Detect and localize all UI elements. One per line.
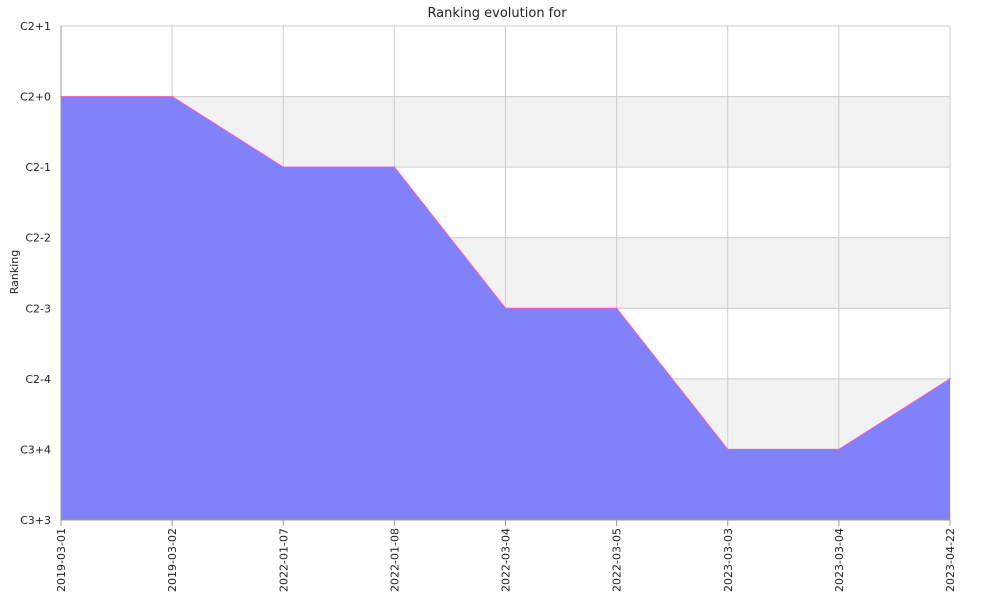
x-tick-label: 2023-03-04 bbox=[833, 528, 846, 592]
data-point bbox=[282, 166, 285, 168]
axes bbox=[60, 26, 951, 526]
y-tick-label: C2-1 bbox=[25, 161, 51, 174]
x-tick-label: 2023-04-22 bbox=[944, 528, 957, 592]
data-point bbox=[504, 307, 507, 310]
x-tick-label: 2019-03-02 bbox=[166, 528, 179, 592]
x-tick-labels: 2019-03-01 2019-03-02 2022-01-07 2022-01-08… bbox=[55, 528, 957, 592]
data-point bbox=[615, 307, 618, 310]
y-axis-label: Ranking bbox=[8, 250, 21, 295]
x-tick-label: 2023-03-03 bbox=[722, 528, 735, 592]
y-tick-label: C2+1 bbox=[20, 20, 51, 33]
data-point bbox=[838, 448, 840, 451]
data-point bbox=[726, 448, 729, 451]
x-tick-label: 2022-01-08 bbox=[388, 528, 401, 592]
data-point bbox=[393, 166, 396, 168]
y-tick-label: C2-3 bbox=[25, 302, 51, 315]
chart-title: Ranking evolution for bbox=[427, 6, 567, 21]
y-tick-label: C3+3 bbox=[20, 514, 51, 527]
y-tick-label: C2-4 bbox=[25, 373, 51, 386]
y-tick-label: C3+4 bbox=[20, 443, 51, 456]
data-point bbox=[949, 378, 951, 380]
y-tick-label: C2-2 bbox=[25, 232, 51, 245]
x-tick-label: 2019-03-01 bbox=[55, 528, 68, 592]
y-tick-labels: C2+1 C2+0 C2-1 C2-2 C2-3 C2-4 C3+4 C3+3 bbox=[20, 20, 51, 527]
x-tick-label: 2022-01-07 bbox=[277, 528, 290, 592]
x-tick-label: 2022-03-05 bbox=[611, 528, 624, 592]
y-tick-label: C2+0 bbox=[20, 91, 51, 104]
data-point bbox=[171, 95, 173, 98]
x-tick-label: 2022-03-04 bbox=[500, 528, 513, 592]
